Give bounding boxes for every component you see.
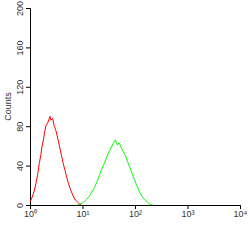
y-tick-label: 120: [15, 80, 25, 95]
y-tick-label: 40: [15, 161, 25, 171]
x-tick-label: 10⁴: [234, 209, 248, 219]
histogram-line: [30, 116, 81, 205]
y-axis-line: [26, 9, 31, 206]
y-tick-mark: [26, 205, 30, 206]
y-axis-title: Counts: [3, 92, 13, 121]
x-tick: 10⁰: [24, 205, 37, 219]
y-tick-mark: [26, 87, 30, 88]
plot-area: [30, 116, 153, 205]
y-tick-mark: [26, 126, 30, 127]
y-tick: 80: [15, 122, 30, 132]
y-tick-label: 80: [15, 122, 25, 132]
y-tick: 0: [15, 203, 30, 208]
x-tick: 10¹: [76, 205, 89, 219]
x-tick: 10³: [181, 205, 194, 219]
x-tick: 10²: [129, 205, 142, 219]
y-tick-label: 160: [15, 40, 25, 55]
y-tick: 40: [15, 161, 30, 171]
y-tick: 120: [15, 80, 30, 95]
x-tick-label: 10⁰: [24, 209, 37, 219]
y-tick: 160: [15, 40, 30, 55]
y-axis: 0 40 80 120 160 200: [15, 1, 31, 208]
x-tick-label: 10³: [181, 209, 194, 219]
x-tick-label: 10¹: [76, 209, 89, 219]
y-tick: 200: [15, 1, 30, 16]
chart: 10⁰ 10¹ 10² 10³ 10⁴ 0 40 80 120 160 200 Counts: [0, 0, 250, 225]
y-tick-label: 200: [15, 1, 25, 16]
y-tick-label: 0: [15, 203, 25, 208]
y-tick-mark: [26, 8, 30, 9]
x-axis: 10⁰ 10¹ 10² 10³ 10⁴: [24, 205, 248, 219]
y-tick-mark: [26, 166, 30, 167]
histogram-line: [77, 140, 153, 205]
x-tick: 10⁴: [234, 205, 248, 219]
x-tick-label: 10²: [129, 209, 142, 219]
y-tick-mark: [26, 47, 30, 48]
